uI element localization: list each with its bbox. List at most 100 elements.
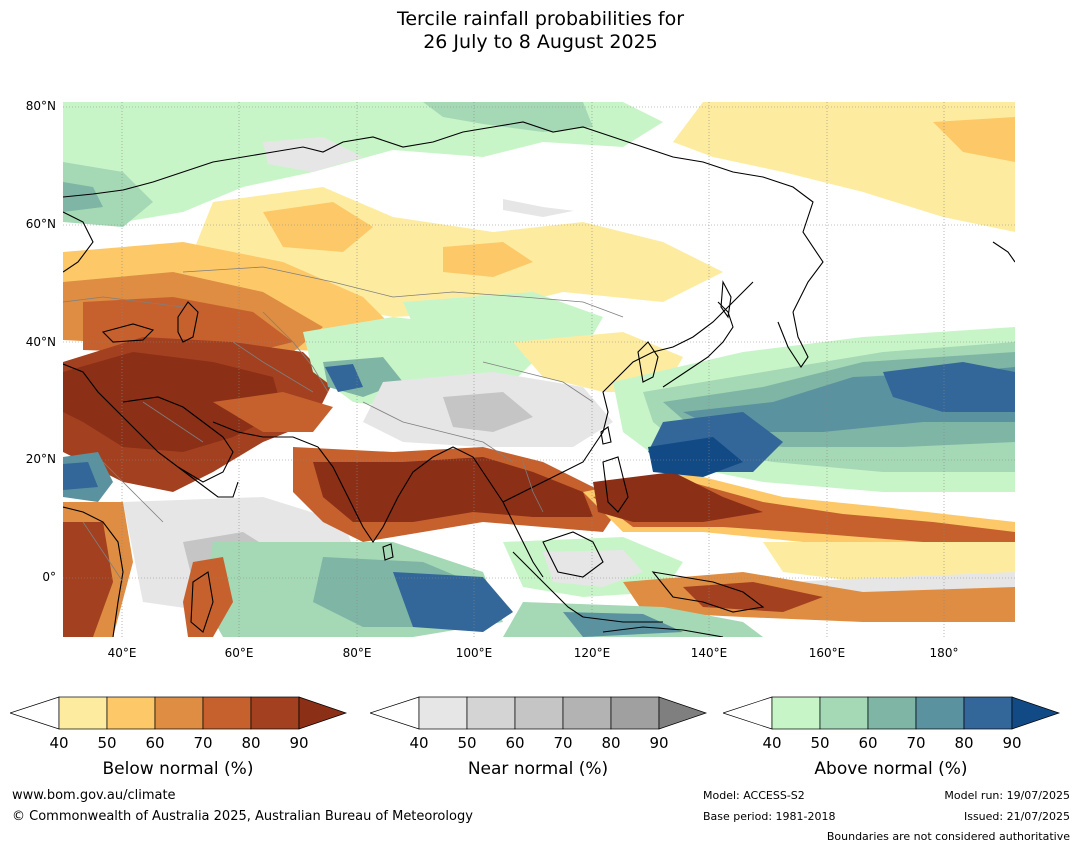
coastlines <box>63 121 1015 637</box>
region-arctic-grey <box>263 137 363 172</box>
legend-above-normal-bar <box>723 696 1061 730</box>
legend-below-tick: 60 <box>145 734 165 752</box>
region-nw-teal <box>63 162 153 227</box>
legend-below-tick: 70 <box>193 734 213 752</box>
region-siberia-orange-2 <box>443 242 533 277</box>
legend-near-swatch-80 <box>610 696 660 730</box>
legend-above-swatch-80 <box>963 696 1013 730</box>
region-nw-teal-2 <box>63 182 103 212</box>
region-horn-africa-darkblue <box>63 462 98 490</box>
rainfall-probability-map <box>63 102 1015 637</box>
footer-model: Model: ACCESS-S2 <box>703 789 805 802</box>
title-line-2: 26 July to 8 August 2025 <box>423 31 658 53</box>
legend-below-normal-bar <box>10 696 348 730</box>
lon-label-100e: 100°E <box>455 646 493 660</box>
region-india-darkbrown <box>313 457 593 522</box>
legend-below-normal: 40 50 60 70 80 90 Below normal (%) <box>10 696 350 781</box>
legend-above-tick: 60 <box>858 734 878 752</box>
legend-below-tick: 50 <box>97 734 117 752</box>
region-nwpac-darkest <box>648 437 743 477</box>
map-svg <box>63 102 1015 637</box>
lon-label-60e: 60°E <box>224 646 254 660</box>
legend-above-tick: 40 <box>762 734 782 752</box>
lon-label-140e: 140°E <box>690 646 728 660</box>
legend-above-swatch-under <box>723 696 773 730</box>
country-boundaries <box>63 266 624 583</box>
lon-label-40e: 40°E <box>107 646 137 660</box>
region-arctic-green <box>63 102 663 222</box>
legend-above-swatch-60 <box>867 696 917 730</box>
legend-near-swatch-70 <box>562 696 612 730</box>
legend-below-swatch-50 <box>106 696 156 730</box>
region-madagascar-orange <box>183 557 233 637</box>
legend-above-label: Above normal (%) <box>814 759 968 779</box>
legend-near-normal-bar <box>370 696 708 730</box>
region-iran-orange <box>213 392 333 432</box>
legend-above-swatch-70 <box>915 696 965 730</box>
legend-above-swatch-40 <box>771 696 821 730</box>
lon-label-160e: 160°E <box>808 646 846 660</box>
legend-below-swatch-40 <box>58 696 108 730</box>
legend-below-tick: 80 <box>241 734 261 752</box>
region-east-africa-brown <box>63 522 113 637</box>
legend-near-swatch-over <box>658 696 708 730</box>
graticule <box>63 102 1015 637</box>
footer-issued: Issued: 21/07/2025 <box>963 810 1070 823</box>
footer-base-period: Base period: 1981-2018 <box>703 810 836 823</box>
lat-label-20n: 20°N <box>25 452 56 466</box>
lat-label-40n: 40°N <box>25 335 56 349</box>
lat-label-80n: 80°N <box>25 99 56 113</box>
legend-near-tick: 60 <box>505 734 525 752</box>
chart-title: Tercile rainfall probabilities for 26 Ju… <box>0 8 1081 54</box>
legend-near-tick: 90 <box>649 734 669 752</box>
legend-near-tick: 50 <box>457 734 477 752</box>
legend-above-tick: 50 <box>810 734 830 752</box>
title-line-1: Tercile rainfall probabilities for <box>396 8 685 30</box>
lat-label-60n: 60°N <box>25 217 56 231</box>
region-china-grey-2 <box>443 392 533 432</box>
lon-label-180: 180° <box>929 646 959 660</box>
region-siberia-white <box>493 162 683 217</box>
region-indian-ocean-blue <box>393 572 513 632</box>
legend-above-swatch-over <box>1011 696 1061 730</box>
region-middle-east-darkest <box>63 352 283 452</box>
legend-below-swatch-60 <box>154 696 204 730</box>
legend-below-label: Below normal (%) <box>102 759 254 779</box>
region-arctic-ne-orange <box>933 117 1015 162</box>
legend-below-swatch-over <box>298 696 348 730</box>
footer-website: www.bom.gov.au/climate <box>12 788 176 803</box>
legend-near-tick: 80 <box>601 734 621 752</box>
legend-below-swatch-80 <box>250 696 300 730</box>
legend-near-tick: 40 <box>409 734 429 752</box>
footer-copyright: © Commonwealth of Australia 2025, Austra… <box>12 809 473 824</box>
legend-near-normal: 40 50 60 70 80 90 Near normal (%) <box>370 696 710 781</box>
region-nwpac-blue-east <box>883 362 1015 412</box>
legend-near-swatch-40 <box>418 696 468 730</box>
legend-above-swatch-50 <box>819 696 869 730</box>
region-himalaya-blue <box>325 364 363 392</box>
legend-near-swatch-50 <box>466 696 516 730</box>
legend-above-normal: 40 50 60 70 80 90 Above normal (%) <box>723 696 1063 781</box>
legend-below-swatch-under <box>10 696 60 730</box>
region-arctic-ne-yellow <box>673 102 1015 232</box>
footer-model-run: Model run: 19/07/2025 <box>944 789 1070 802</box>
legend-below-swatch-70 <box>202 696 252 730</box>
legend-near-swatch-under <box>370 696 420 730</box>
lon-label-80e: 80°E <box>342 646 372 660</box>
legend-near-label: Near normal (%) <box>467 759 609 779</box>
legend-near-swatch-60 <box>514 696 564 730</box>
legend-below-tick: 90 <box>289 734 309 752</box>
legend-above-tick: 90 <box>1002 734 1022 752</box>
region-arctic-teal <box>423 102 593 132</box>
lat-label-0: 0° <box>42 570 56 584</box>
region-siberia-orange <box>263 202 373 252</box>
lon-label-120e: 120°E <box>573 646 611 660</box>
region-philippines-darkbrown <box>593 472 763 522</box>
region-eq-pac-yellow <box>763 542 1015 582</box>
legend-above-tick: 70 <box>906 734 926 752</box>
legend-below-tick: 40 <box>49 734 69 752</box>
legend-near-tick: 70 <box>553 734 573 752</box>
footer-disclaimer: Boundaries are not considered authoritat… <box>826 830 1070 843</box>
legend-above-tick: 80 <box>954 734 974 752</box>
region-new-guinea-brown <box>683 582 823 612</box>
